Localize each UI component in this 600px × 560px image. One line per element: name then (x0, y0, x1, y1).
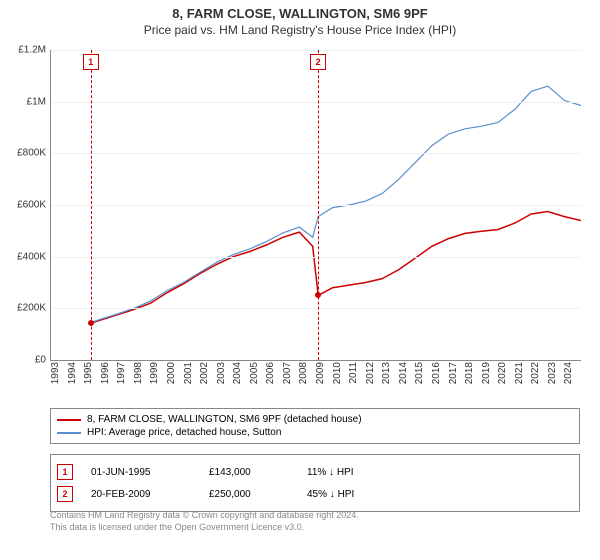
x-axis-label: 1994 (67, 362, 78, 384)
legend-box: 8, FARM CLOSE, WALLINGTON, SM6 9PF (deta… (50, 408, 580, 444)
footer-line: Contains HM Land Registry data © Crown c… (50, 510, 580, 522)
x-axis-label: 2012 (365, 362, 376, 384)
series-line-price_paid (91, 212, 581, 324)
footer-attribution: Contains HM Land Registry data © Crown c… (50, 510, 580, 533)
gridline (51, 153, 581, 154)
legend-label: HPI: Average price, detached house, Sutt… (87, 427, 281, 438)
y-axis-label: £800K (17, 148, 46, 159)
event-price: £143,000 (209, 467, 289, 478)
x-axis-label: 2000 (166, 362, 177, 384)
legend-label: 8, FARM CLOSE, WALLINGTON, SM6 9PF (deta… (87, 414, 362, 425)
x-axis-label: 2016 (431, 362, 442, 384)
y-axis-label: £600K (17, 200, 46, 211)
marker-point (88, 320, 94, 326)
y-axis-label: £200K (17, 303, 46, 314)
events-box: 1 01-JUN-1995 £143,000 11% ↓ HPI 2 20-FE… (50, 454, 580, 512)
x-axis-label: 2002 (199, 362, 210, 384)
x-axis-label: 2010 (332, 362, 343, 384)
x-axis-label: 2015 (414, 362, 425, 384)
x-axis-label: 2004 (232, 362, 243, 384)
chart-area: 12 £0£200K£400K£600K£800K£1M£1.2M1993199… (50, 50, 580, 360)
x-axis-label: 2001 (183, 362, 194, 384)
legend-row: HPI: Average price, detached house, Sutt… (57, 426, 573, 439)
y-axis-label: £0 (35, 355, 46, 366)
page-title: 8, FARM CLOSE, WALLINGTON, SM6 9PF (0, 0, 600, 21)
x-axis-label: 2024 (563, 362, 574, 384)
gridline (51, 102, 581, 103)
event-pct: 11% ↓ HPI (307, 467, 397, 478)
x-axis-label: 1995 (83, 362, 94, 384)
x-axis-label: 2023 (547, 362, 558, 384)
x-axis-label: 2011 (348, 362, 359, 384)
plot-region: 12 (50, 50, 581, 361)
x-axis-label: 2014 (398, 362, 409, 384)
event-date: 01-JUN-1995 (91, 467, 191, 478)
x-axis-label: 2008 (298, 362, 309, 384)
event-marker-icon: 1 (57, 464, 73, 480)
footer-line: This data is licensed under the Open Gov… (50, 522, 580, 534)
x-axis-label: 1998 (133, 362, 144, 384)
event-row: 1 01-JUN-1995 £143,000 11% ↓ HPI (57, 461, 573, 483)
event-pct: 45% ↓ HPI (307, 489, 397, 500)
marker-point (315, 292, 321, 298)
x-axis-label: 2021 (514, 362, 525, 384)
gridline (51, 308, 581, 309)
x-axis-label: 2005 (249, 362, 260, 384)
gridline (51, 205, 581, 206)
x-axis-label: 2013 (381, 362, 392, 384)
x-axis-label: 2022 (530, 362, 541, 384)
x-axis-label: 2003 (216, 362, 227, 384)
x-axis-label: 2007 (282, 362, 293, 384)
y-axis-label: £1M (27, 96, 46, 107)
x-axis-label: 2019 (481, 362, 492, 384)
gridline (51, 50, 581, 51)
marker-vline (318, 50, 319, 360)
gridline (51, 257, 581, 258)
x-axis-label: 1996 (100, 362, 111, 384)
y-axis-label: £1.2M (18, 45, 46, 56)
event-marker-icon: 2 (57, 486, 73, 502)
marker-badge: 2 (310, 54, 326, 70)
legend-swatch (57, 432, 81, 434)
x-axis-label: 2017 (448, 362, 459, 384)
event-row: 2 20-FEB-2009 £250,000 45% ↓ HPI (57, 483, 573, 505)
x-axis-label: 2009 (315, 362, 326, 384)
x-axis-label: 1997 (116, 362, 127, 384)
x-axis-label: 1993 (50, 362, 61, 384)
x-axis-label: 2006 (265, 362, 276, 384)
page-subtitle: Price paid vs. HM Land Registry's House … (0, 21, 600, 41)
x-axis-label: 2020 (497, 362, 508, 384)
chart-container: 8, FARM CLOSE, WALLINGTON, SM6 9PF Price… (0, 0, 600, 560)
y-axis-label: £400K (17, 251, 46, 262)
event-price: £250,000 (209, 489, 289, 500)
marker-badge: 1 (83, 54, 99, 70)
event-date: 20-FEB-2009 (91, 489, 191, 500)
marker-vline (91, 50, 92, 360)
legend-swatch (57, 419, 81, 421)
x-axis-label: 2018 (464, 362, 475, 384)
x-axis-label: 1999 (149, 362, 160, 384)
legend-row: 8, FARM CLOSE, WALLINGTON, SM6 9PF (deta… (57, 413, 573, 426)
